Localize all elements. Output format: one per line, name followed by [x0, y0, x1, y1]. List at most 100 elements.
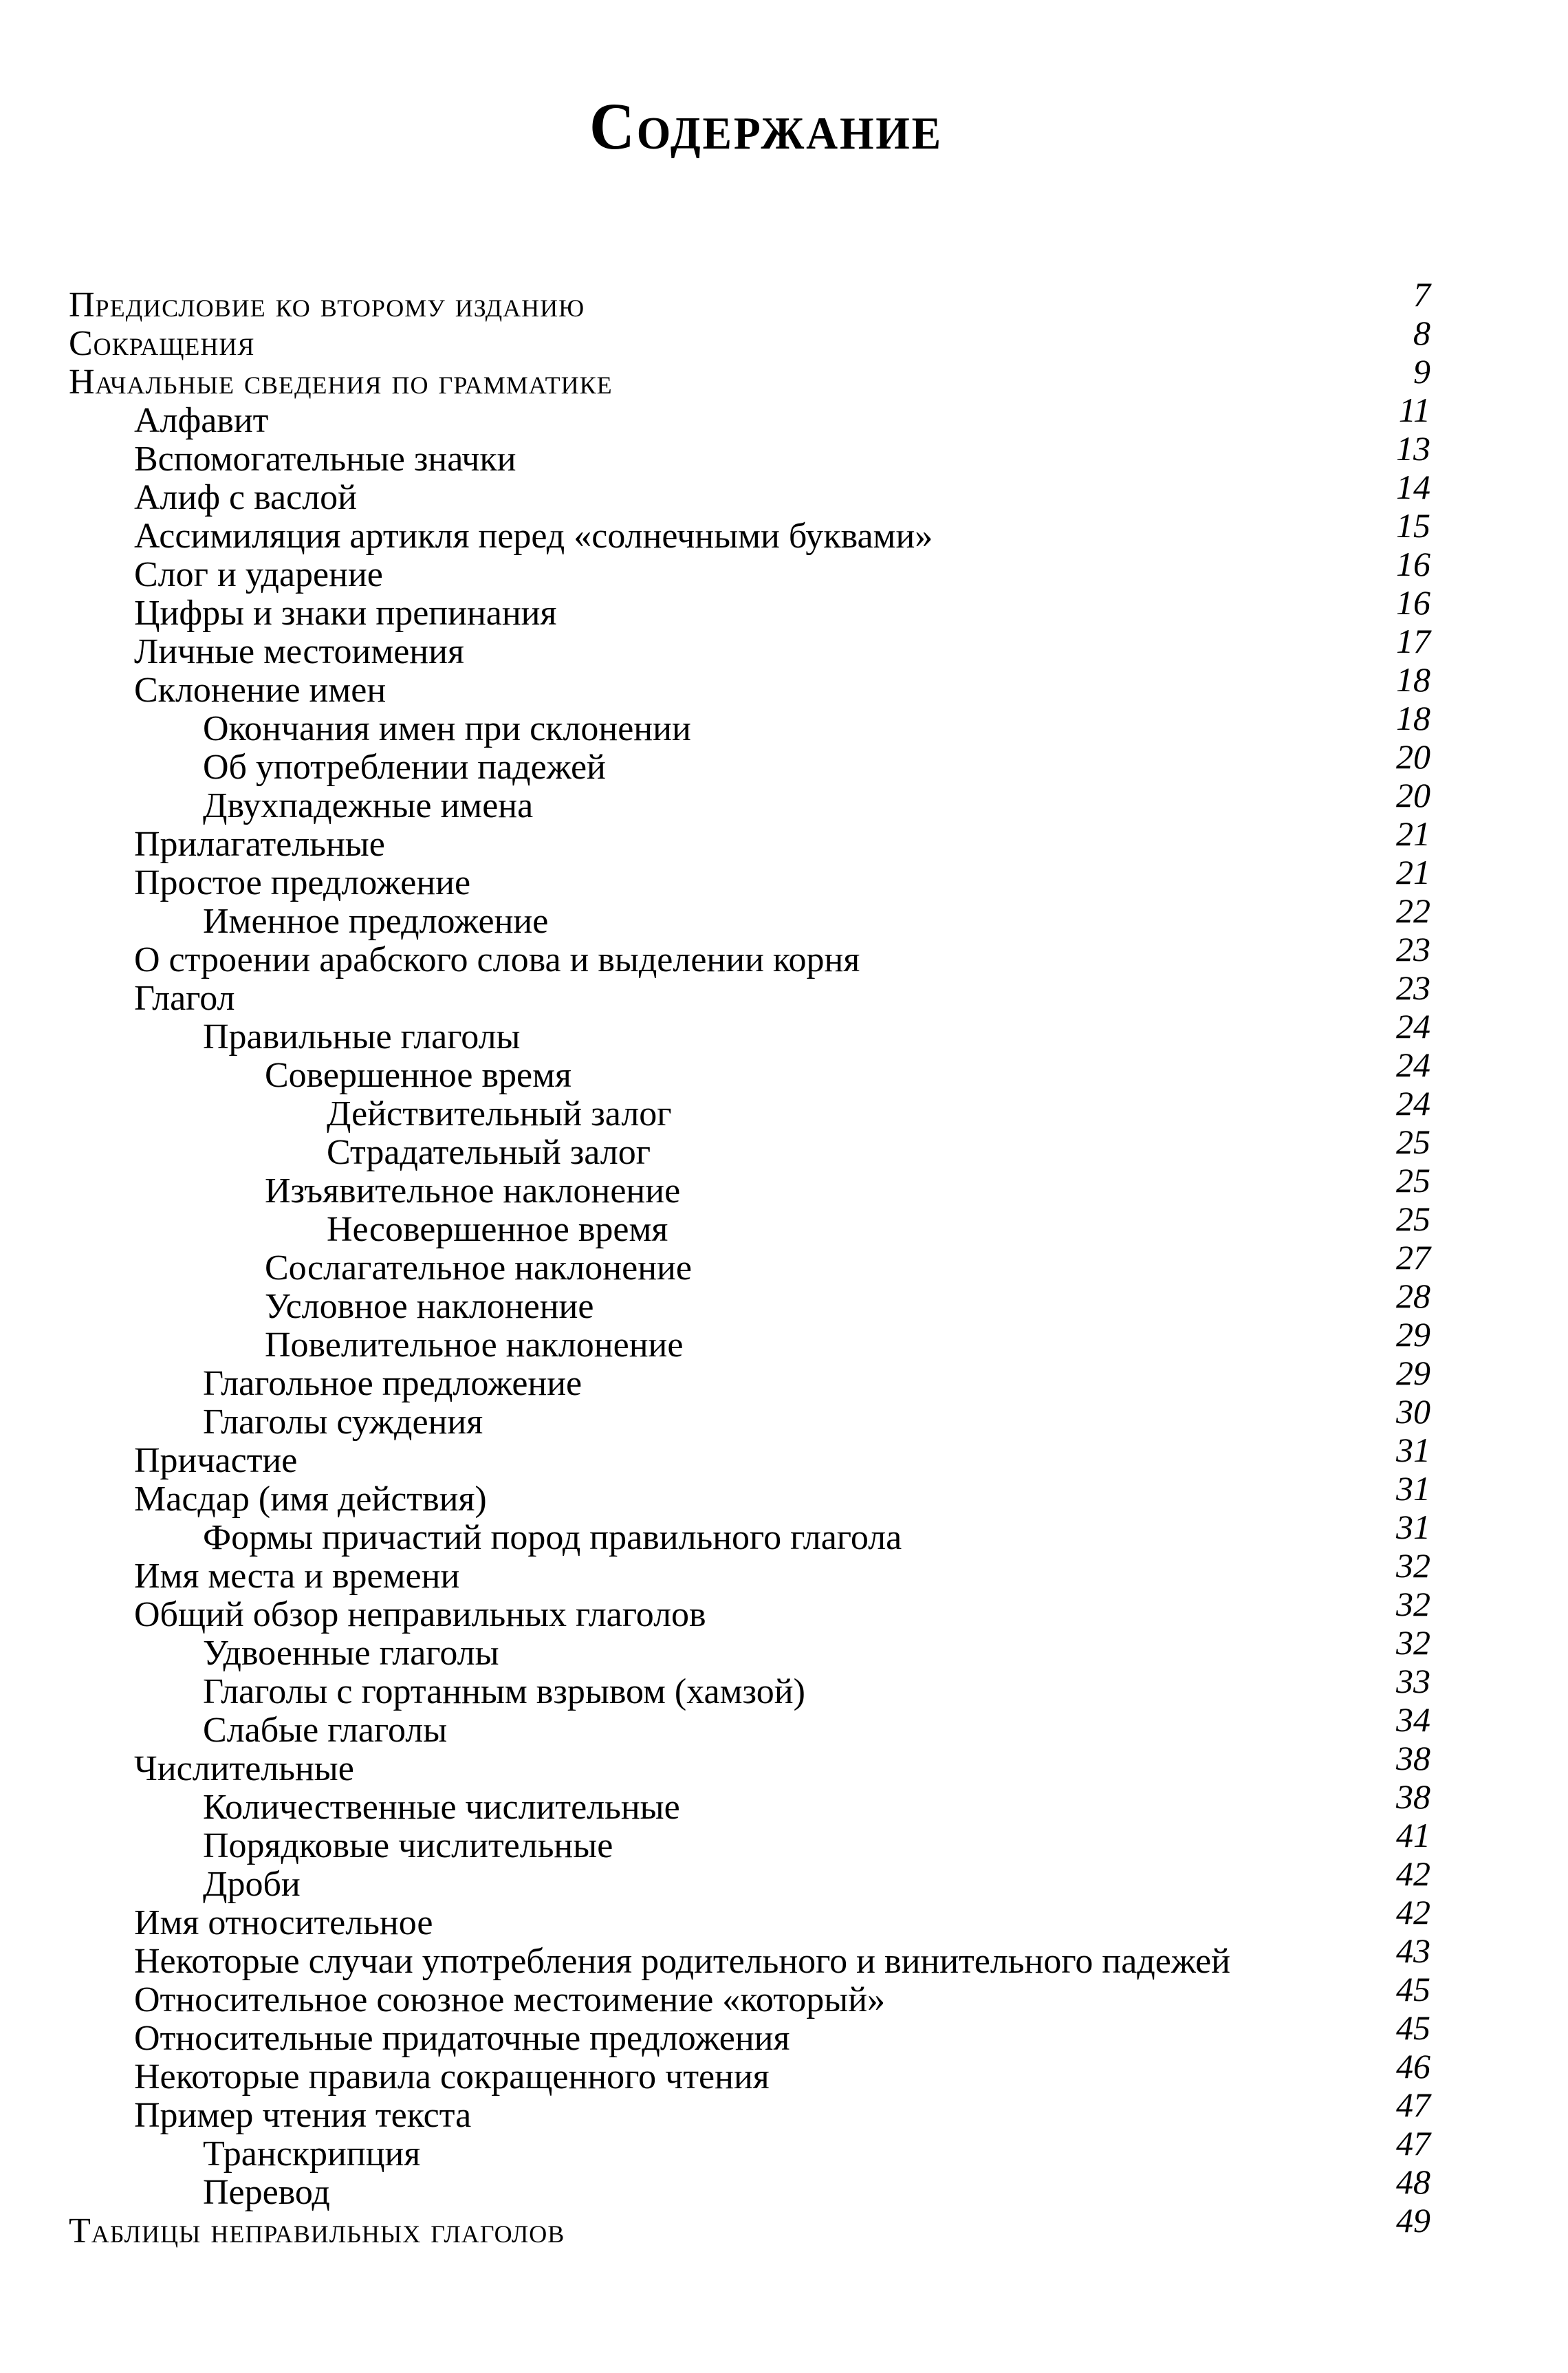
toc-entry-page: 47 [1396, 2124, 1430, 2163]
toc-entry-page: 22 [1396, 891, 1430, 930]
toc-entry-label: Личные местоимения [134, 632, 464, 671]
toc-entry-label: Относительное союзное местоимение «котор… [134, 1980, 886, 2019]
toc-entry-page: 25 [1396, 1123, 1430, 1161]
toc-row: Глаголы суждения 30 [0, 1392, 1568, 1442]
toc-entry-page: 23 [1396, 968, 1430, 1007]
toc-entry-label: Совершенное время [265, 1056, 571, 1095]
toc-entry-label: Несовершенное время [327, 1210, 668, 1249]
toc-row: Предисловие ко второму изданию 7 [0, 275, 1568, 325]
toc-entry-page: 34 [1396, 1700, 1430, 1739]
toc-row: Действительный залог 24 [0, 1084, 1568, 1134]
toc-entry-label: Простое предложение [134, 863, 471, 902]
toc-entry-page: 16 [1396, 583, 1430, 622]
toc-row: Склонение имен 18 [0, 660, 1568, 710]
toc-row: Относительное союзное местоимение «котор… [0, 1970, 1568, 2019]
toc-entry-label: Некоторые случаи употребления родительно… [134, 1942, 1230, 1981]
toc-row: Условное наклонение 28 [0, 1277, 1568, 1326]
toc-entry-label: Условное наклонение [265, 1287, 594, 1326]
toc-entry-page: 16 [1396, 545, 1430, 583]
toc-entry-page: 30 [1396, 1392, 1430, 1431]
toc-row: Алиф с васлой 14 [0, 468, 1568, 517]
toc-entry-page: 17 [1396, 622, 1430, 660]
toc-entry-label: Глагол [134, 979, 235, 1018]
toc-entry-label: Алфавит [134, 401, 269, 440]
toc-entry-label: Двухпадежные имена [203, 786, 534, 825]
toc-row: Глаголы с гортанным взрывом (хамзой) 33 [0, 1662, 1568, 1711]
toc-entry-label: Сокращения [69, 324, 255, 363]
toc-row: Ассимиляция артикля перед «солнечными бу… [0, 506, 1568, 556]
toc-entry-page: 18 [1396, 699, 1430, 737]
toc-row: Об употреблении падежей 20 [0, 737, 1568, 787]
toc-row: Начальные сведения по грамматике 9 [0, 352, 1568, 402]
toc-row: Слабые глаголы 34 [0, 1700, 1568, 1750]
toc-entry-page: 15 [1396, 506, 1430, 545]
toc-row: Таблицы неправильных глаголов 49 [0, 2201, 1568, 2251]
toc-row: Удвоенные глаголы 32 [0, 1623, 1568, 1673]
toc-entry-page: 43 [1396, 1931, 1430, 1970]
toc-row: Некоторые правила сокращенного чтения 46 [0, 2047, 1568, 2096]
toc-row: Слог и ударение 16 [0, 545, 1568, 594]
toc-entry-label: Перевод [203, 2173, 330, 2212]
toc-entry-page: 29 [1396, 1354, 1430, 1392]
toc-entry-label: Пример чтения текста [134, 2096, 472, 2135]
toc-entry-label: Общий обзор неправильных глаголов [134, 1595, 706, 1634]
toc-entry-page: 20 [1396, 776, 1430, 814]
toc-entry-page: 24 [1396, 1007, 1430, 1045]
toc-row: О строении арабского слова и выделении к… [0, 930, 1568, 979]
toc-entry-page: 18 [1396, 660, 1430, 699]
toc-entry-label: Транскрипция [203, 2134, 421, 2174]
page-title: Содержание [589, 89, 943, 163]
toc-entry-page: 45 [1396, 1970, 1430, 2008]
toc-row: Глагол 23 [0, 968, 1568, 1018]
toc-row: Числительные 38 [0, 1739, 1568, 1788]
toc-row: Простое предложение 21 [0, 853, 1568, 902]
toc-row: Дроби 42 [0, 1854, 1568, 1904]
toc-entry-page: 45 [1396, 2008, 1430, 2047]
toc-entry-label: Вспомогательные значки [134, 440, 516, 479]
toc-entry-page: 47 [1396, 2085, 1430, 2124]
toc-row: Именное предложение 22 [0, 891, 1568, 941]
toc-entry-label: Окончания имен при склонении [203, 709, 691, 748]
toc-entry-label: О строении арабского слова и выделении к… [134, 940, 860, 979]
toc-row: Причастие 31 [0, 1431, 1568, 1480]
toc-row: Порядковые числительные 41 [0, 1816, 1568, 1865]
toc-entry-label: Глагольное предложение [203, 1364, 582, 1403]
toc-entry-page: 9 [1413, 352, 1430, 391]
toc-entry-label: Таблицы неправильных глаголов [69, 2211, 565, 2251]
toc-entry-page: 20 [1396, 737, 1430, 776]
toc-row: Количественные числительные 38 [0, 1777, 1568, 1827]
toc-row: Имя относительное 42 [0, 1893, 1568, 1942]
toc-row: Пример чтения текста 47 [0, 2085, 1568, 2135]
toc-entry-label: Порядковые числительные [203, 1826, 613, 1865]
toc-row: Алфавит 11 [0, 391, 1568, 440]
toc-row: Цифры и знаки препинания 16 [0, 583, 1568, 633]
table-of-contents: Предисловие ко второму изданию 7 Сокращени… [0, 275, 1568, 2251]
toc-entry-page: 31 [1396, 1469, 1430, 1508]
toc-entry-label: Цифры и знаки препинания [134, 594, 557, 633]
toc-entry-label: Действительный залог [327, 1094, 672, 1134]
toc-entry-page: 41 [1396, 1816, 1430, 1854]
toc-row: Прилагательные 21 [0, 814, 1568, 864]
toc-entry-label: Алиф с васлой [134, 478, 357, 517]
toc-row: Страдательный залог 25 [0, 1123, 1568, 1172]
toc-entry-page: 32 [1396, 1546, 1430, 1585]
toc-entry-label: Относительные придаточные предложения [134, 2019, 790, 2058]
toc-entry-page: 31 [1396, 1431, 1430, 1469]
toc-entry-page: 8 [1413, 314, 1430, 352]
toc-row: Вспомогательные значки 13 [0, 429, 1568, 479]
toc-row: Перевод 48 [0, 2163, 1568, 2212]
toc-entry-label: Глаголы суждения [203, 1402, 483, 1442]
toc-entry-label: Склонение имен [134, 671, 386, 710]
toc-entry-label: Правильные глаголы [203, 1017, 521, 1057]
toc-entry-label: Изъявительное наклонение [265, 1171, 681, 1211]
toc-entry-page: 29 [1396, 1315, 1430, 1354]
toc-entry-label: Ассимиляция артикля перед «солнечными бу… [134, 517, 933, 556]
toc-entry-label: Числительные [134, 1749, 354, 1788]
toc-entry-label: Масдар (имя действия) [134, 1480, 487, 1519]
toc-entry-label: Удвоенные глаголы [203, 1634, 499, 1673]
toc-entry-label: Об употреблении падежей [203, 748, 606, 787]
toc-entry-label: Имя места и времени [134, 1557, 460, 1596]
toc-entry-label: Слабые глаголы [203, 1711, 448, 1750]
toc-entry-label: Имя относительное [134, 1903, 433, 1942]
